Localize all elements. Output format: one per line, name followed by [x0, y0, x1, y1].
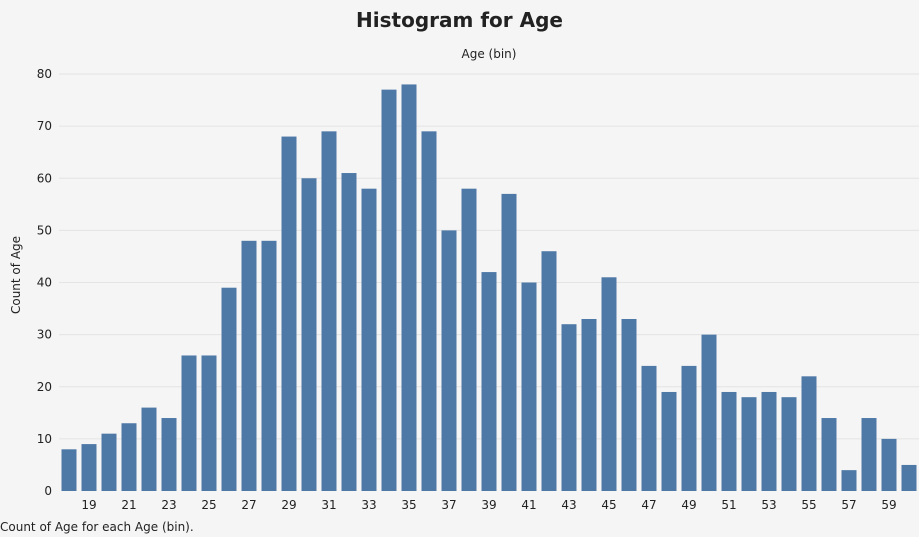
y-tick-label: 30 — [37, 328, 52, 342]
bar-age-60 — [901, 464, 917, 491]
bar-age-42 — [541, 251, 557, 491]
x-tick-label: 57 — [841, 498, 856, 512]
x-tick-label: 19 — [81, 498, 96, 512]
y-tick-label: 60 — [37, 171, 52, 185]
y-tick-label: 50 — [37, 223, 52, 237]
x-tick-label: 21 — [121, 498, 136, 512]
bar-age-35 — [401, 84, 417, 492]
bar-age-34 — [381, 89, 397, 491]
x-tick-label: 31 — [321, 498, 336, 512]
bar-age-38 — [461, 188, 477, 491]
bar-age-45 — [601, 277, 617, 491]
bar-age-37 — [441, 230, 457, 492]
bars — [61, 84, 917, 492]
x-tick-label: 25 — [201, 498, 216, 512]
x-tick-label: 33 — [361, 498, 376, 512]
bar-age-20 — [101, 433, 117, 491]
chart-caption: Count of Age for each Age (bin). — [0, 520, 194, 534]
y-tick-label: 80 — [37, 67, 52, 81]
bar-age-39 — [481, 272, 497, 491]
x-tick-label: 47 — [641, 498, 656, 512]
y-axis-ticks: 0 10 20 30 40 50 60 70 80 — [37, 67, 52, 498]
bar-age-29 — [281, 136, 297, 492]
x-tick-label: 35 — [401, 498, 416, 512]
x-axis-ticks: 19 21 23 25 27 29 31 33 35 37 39 41 43 45 47 49 51 53 55 57… — [81, 498, 896, 512]
bar-age-25 — [201, 355, 217, 491]
x-axis-title: Age (bin) — [462, 47, 517, 61]
x-tick-label: 51 — [721, 498, 736, 512]
bar-age-33 — [361, 188, 377, 491]
bar-age-52 — [741, 397, 757, 491]
bar-age-24 — [181, 355, 197, 491]
bar-age-27 — [241, 240, 257, 491]
bar-age-43 — [561, 324, 577, 491]
bar-age-53 — [761, 391, 777, 491]
bar-age-57 — [841, 470, 857, 491]
y-tick-label: 70 — [37, 119, 52, 133]
bar-age-55 — [801, 376, 817, 491]
bar-age-21 — [121, 423, 137, 491]
bar-age-26 — [221, 287, 237, 491]
bar-age-56 — [821, 418, 837, 491]
x-tick-label: 49 — [681, 498, 696, 512]
y-tick-label: 10 — [37, 432, 52, 446]
x-tick-label: 29 — [281, 498, 296, 512]
y-axis-title: Count of Age — [9, 236, 23, 314]
bar-age-41 — [521, 282, 537, 491]
y-tick-label: 0 — [44, 484, 52, 498]
bar-age-59 — [881, 438, 897, 492]
bar-age-19 — [81, 444, 97, 491]
bar-age-31 — [321, 131, 337, 491]
bar-age-30 — [301, 178, 317, 491]
bar-age-50 — [701, 334, 717, 492]
bar-age-40 — [501, 193, 517, 491]
bar-age-32 — [341, 173, 357, 492]
x-tick-label: 39 — [481, 498, 496, 512]
x-tick-label: 45 — [601, 498, 616, 512]
y-tick-label: 40 — [37, 276, 52, 290]
bar-age-46 — [621, 318, 637, 491]
bar-age-36 — [421, 131, 437, 491]
bar-age-49 — [681, 365, 697, 491]
x-tick-label: 27 — [241, 498, 256, 512]
bar-age-44 — [581, 318, 597, 491]
x-tick-label: 55 — [801, 498, 816, 512]
x-tick-label: 59 — [881, 498, 896, 512]
chart-title: Histogram for Age — [356, 8, 563, 32]
x-tick-label: 53 — [761, 498, 776, 512]
bar-age-58 — [861, 418, 877, 491]
bar-age-48 — [661, 391, 677, 491]
x-tick-label: 43 — [561, 498, 576, 512]
bar-age-23 — [161, 418, 177, 491]
bar-age-18 — [61, 449, 77, 491]
y-tick-label: 20 — [37, 380, 52, 394]
bar-age-54 — [781, 397, 797, 491]
bar-age-47 — [641, 365, 657, 491]
x-tick-label: 23 — [161, 498, 176, 512]
x-tick-label: 41 — [521, 498, 536, 512]
bar-age-28 — [261, 240, 277, 491]
bar-age-22 — [141, 407, 157, 491]
x-tick-label: 37 — [441, 498, 456, 512]
bar-age-51 — [721, 391, 737, 491]
